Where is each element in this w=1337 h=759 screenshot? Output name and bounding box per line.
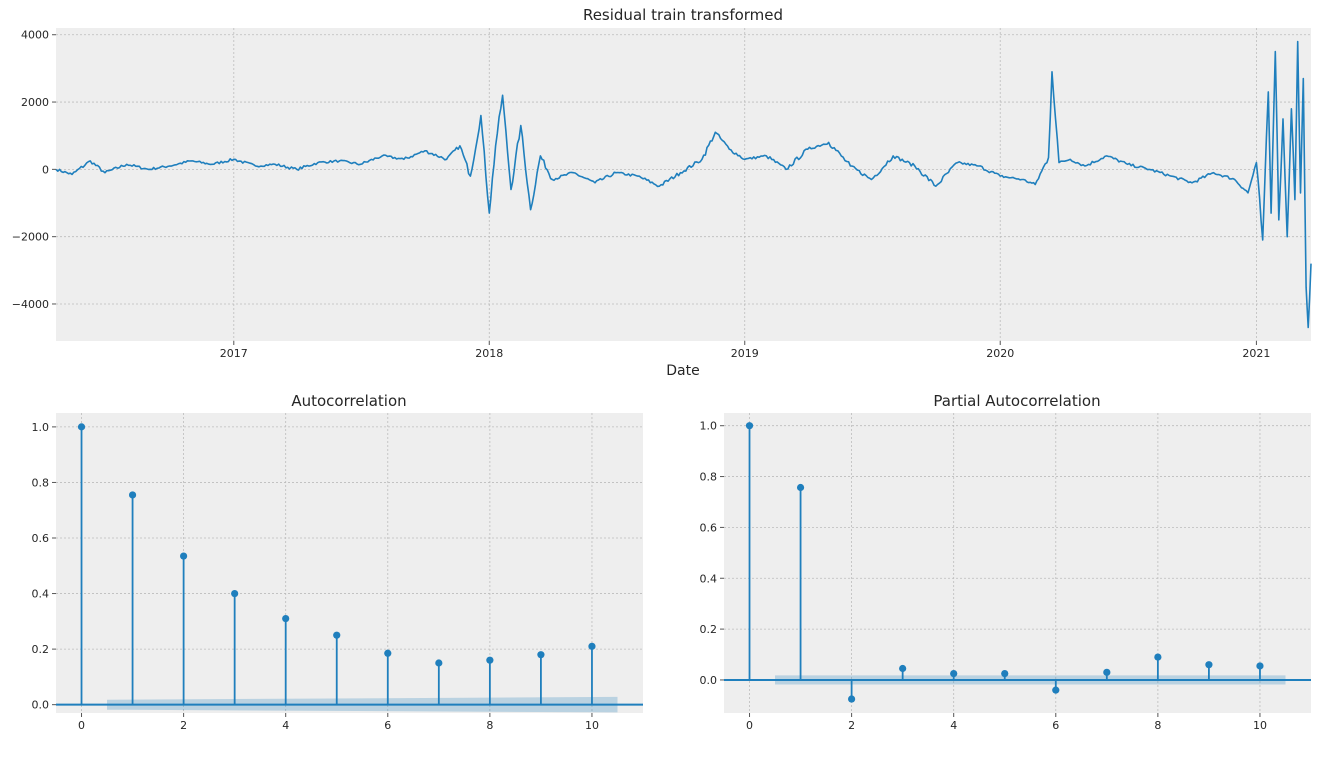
y-tick-label: 0.8: [32, 476, 50, 489]
stem-marker: [1052, 686, 1060, 694]
x-tick-label: 2017: [220, 347, 248, 360]
stem-marker: [333, 631, 341, 639]
y-tick-label: 0.8: [700, 471, 718, 484]
y-tick-label: 0.4: [32, 588, 50, 601]
residual-line: [55, 40, 1312, 329]
y-tick-label: 0.0: [32, 699, 50, 712]
x-tick-label: 2019: [731, 347, 759, 360]
plot-area: [56, 28, 1311, 341]
acf-chart: 0.0 0.2 0.4 0.6 0.8 1.0 0 2 4 6 8 10 Autocorrelatio…: [32, 392, 643, 732]
x-tick-label: 2: [848, 719, 855, 732]
stem-marker: [384, 649, 392, 657]
stem-marker: [128, 491, 137, 499]
y-tick-label: 0.6: [32, 532, 50, 545]
x-tick-label: 8: [1154, 719, 1161, 732]
y-tick-label: 0.0: [700, 674, 718, 687]
x-tick-label: 8: [486, 719, 493, 732]
gridlines: [56, 28, 1311, 341]
x-tick-label: 6: [1052, 719, 1059, 732]
x-tick-label: 10: [585, 719, 599, 732]
x-tick-label: 4: [950, 719, 957, 732]
tick-layer: 0.0 0.2 0.4 0.6 0.8 1.0 0 2 4 6 8 10: [700, 420, 1267, 732]
y-tick-label: 0.2: [700, 623, 718, 636]
stem-marker: [950, 669, 958, 678]
stem-marker: [1001, 669, 1009, 678]
stem-marker: [435, 659, 443, 667]
y-tick-label: 2000: [21, 96, 49, 109]
stem-marker: [486, 656, 494, 664]
stem-marker: [1256, 662, 1264, 670]
stem-marker: [180, 552, 188, 560]
plot-area: [724, 413, 1311, 713]
stem-marker: [1154, 653, 1162, 661]
series-layer: [55, 40, 1312, 329]
y-tick-label: 0.2: [32, 643, 50, 656]
stem-marker: [796, 483, 805, 492]
stem-marker: [77, 423, 86, 431]
stem-marker: [282, 614, 290, 623]
x-tick-label: 2: [180, 719, 187, 732]
stem-marker: [231, 589, 239, 598]
y-tick-label: −2000: [12, 231, 49, 244]
plot-area: [56, 413, 643, 713]
x-tick-label: 6: [384, 719, 391, 732]
tick-layer: 4000 2000 0 −2000 −4000 2017 2018 2019 2020 2021: [12, 29, 1271, 360]
chart-title: Residual train transformed: [583, 6, 783, 24]
stem-layer: [56, 423, 643, 706]
x-tick-label: 4: [282, 719, 289, 732]
y-tick-label: 0.4: [700, 572, 718, 585]
y-tick-label: 0: [42, 163, 49, 176]
pacf-chart: 0.0 0.2 0.4 0.6 0.8 1.0 0 2 4 6 8 10 Partial Autoco…: [700, 392, 1311, 732]
y-tick-label: −4000: [12, 298, 49, 311]
stem-marker: [537, 651, 545, 659]
stem-marker: [848, 695, 856, 703]
chart-title: Partial Autocorrelation: [933, 392, 1100, 410]
stem-marker: [1103, 668, 1111, 676]
y-tick-label: 4000: [21, 29, 49, 42]
x-tick-label: 10: [1253, 719, 1267, 732]
chart-title: Autocorrelation: [291, 392, 406, 410]
stem-layer: [724, 422, 1311, 703]
y-tick-label: 1.0: [32, 421, 50, 434]
x-tick-label: 0: [78, 719, 85, 732]
y-tick-label: 0.6: [700, 521, 718, 534]
tick-layer: 0.0 0.2 0.4 0.6 0.8 1.0 0 2 4 6 8 10: [32, 421, 599, 732]
stem-marker: [1205, 661, 1213, 669]
x-tick-label: 2021: [1242, 347, 1270, 360]
y-tick-label: 1.0: [700, 420, 718, 433]
x-tick-label: 2020: [986, 347, 1014, 360]
stem-marker: [745, 422, 754, 430]
stem-marker: [588, 642, 596, 650]
x-tick-label: 2018: [475, 347, 503, 360]
x-tick-label: 0: [746, 719, 753, 732]
stem-marker: [899, 664, 907, 673]
x-axis-label: Date: [666, 363, 699, 379]
